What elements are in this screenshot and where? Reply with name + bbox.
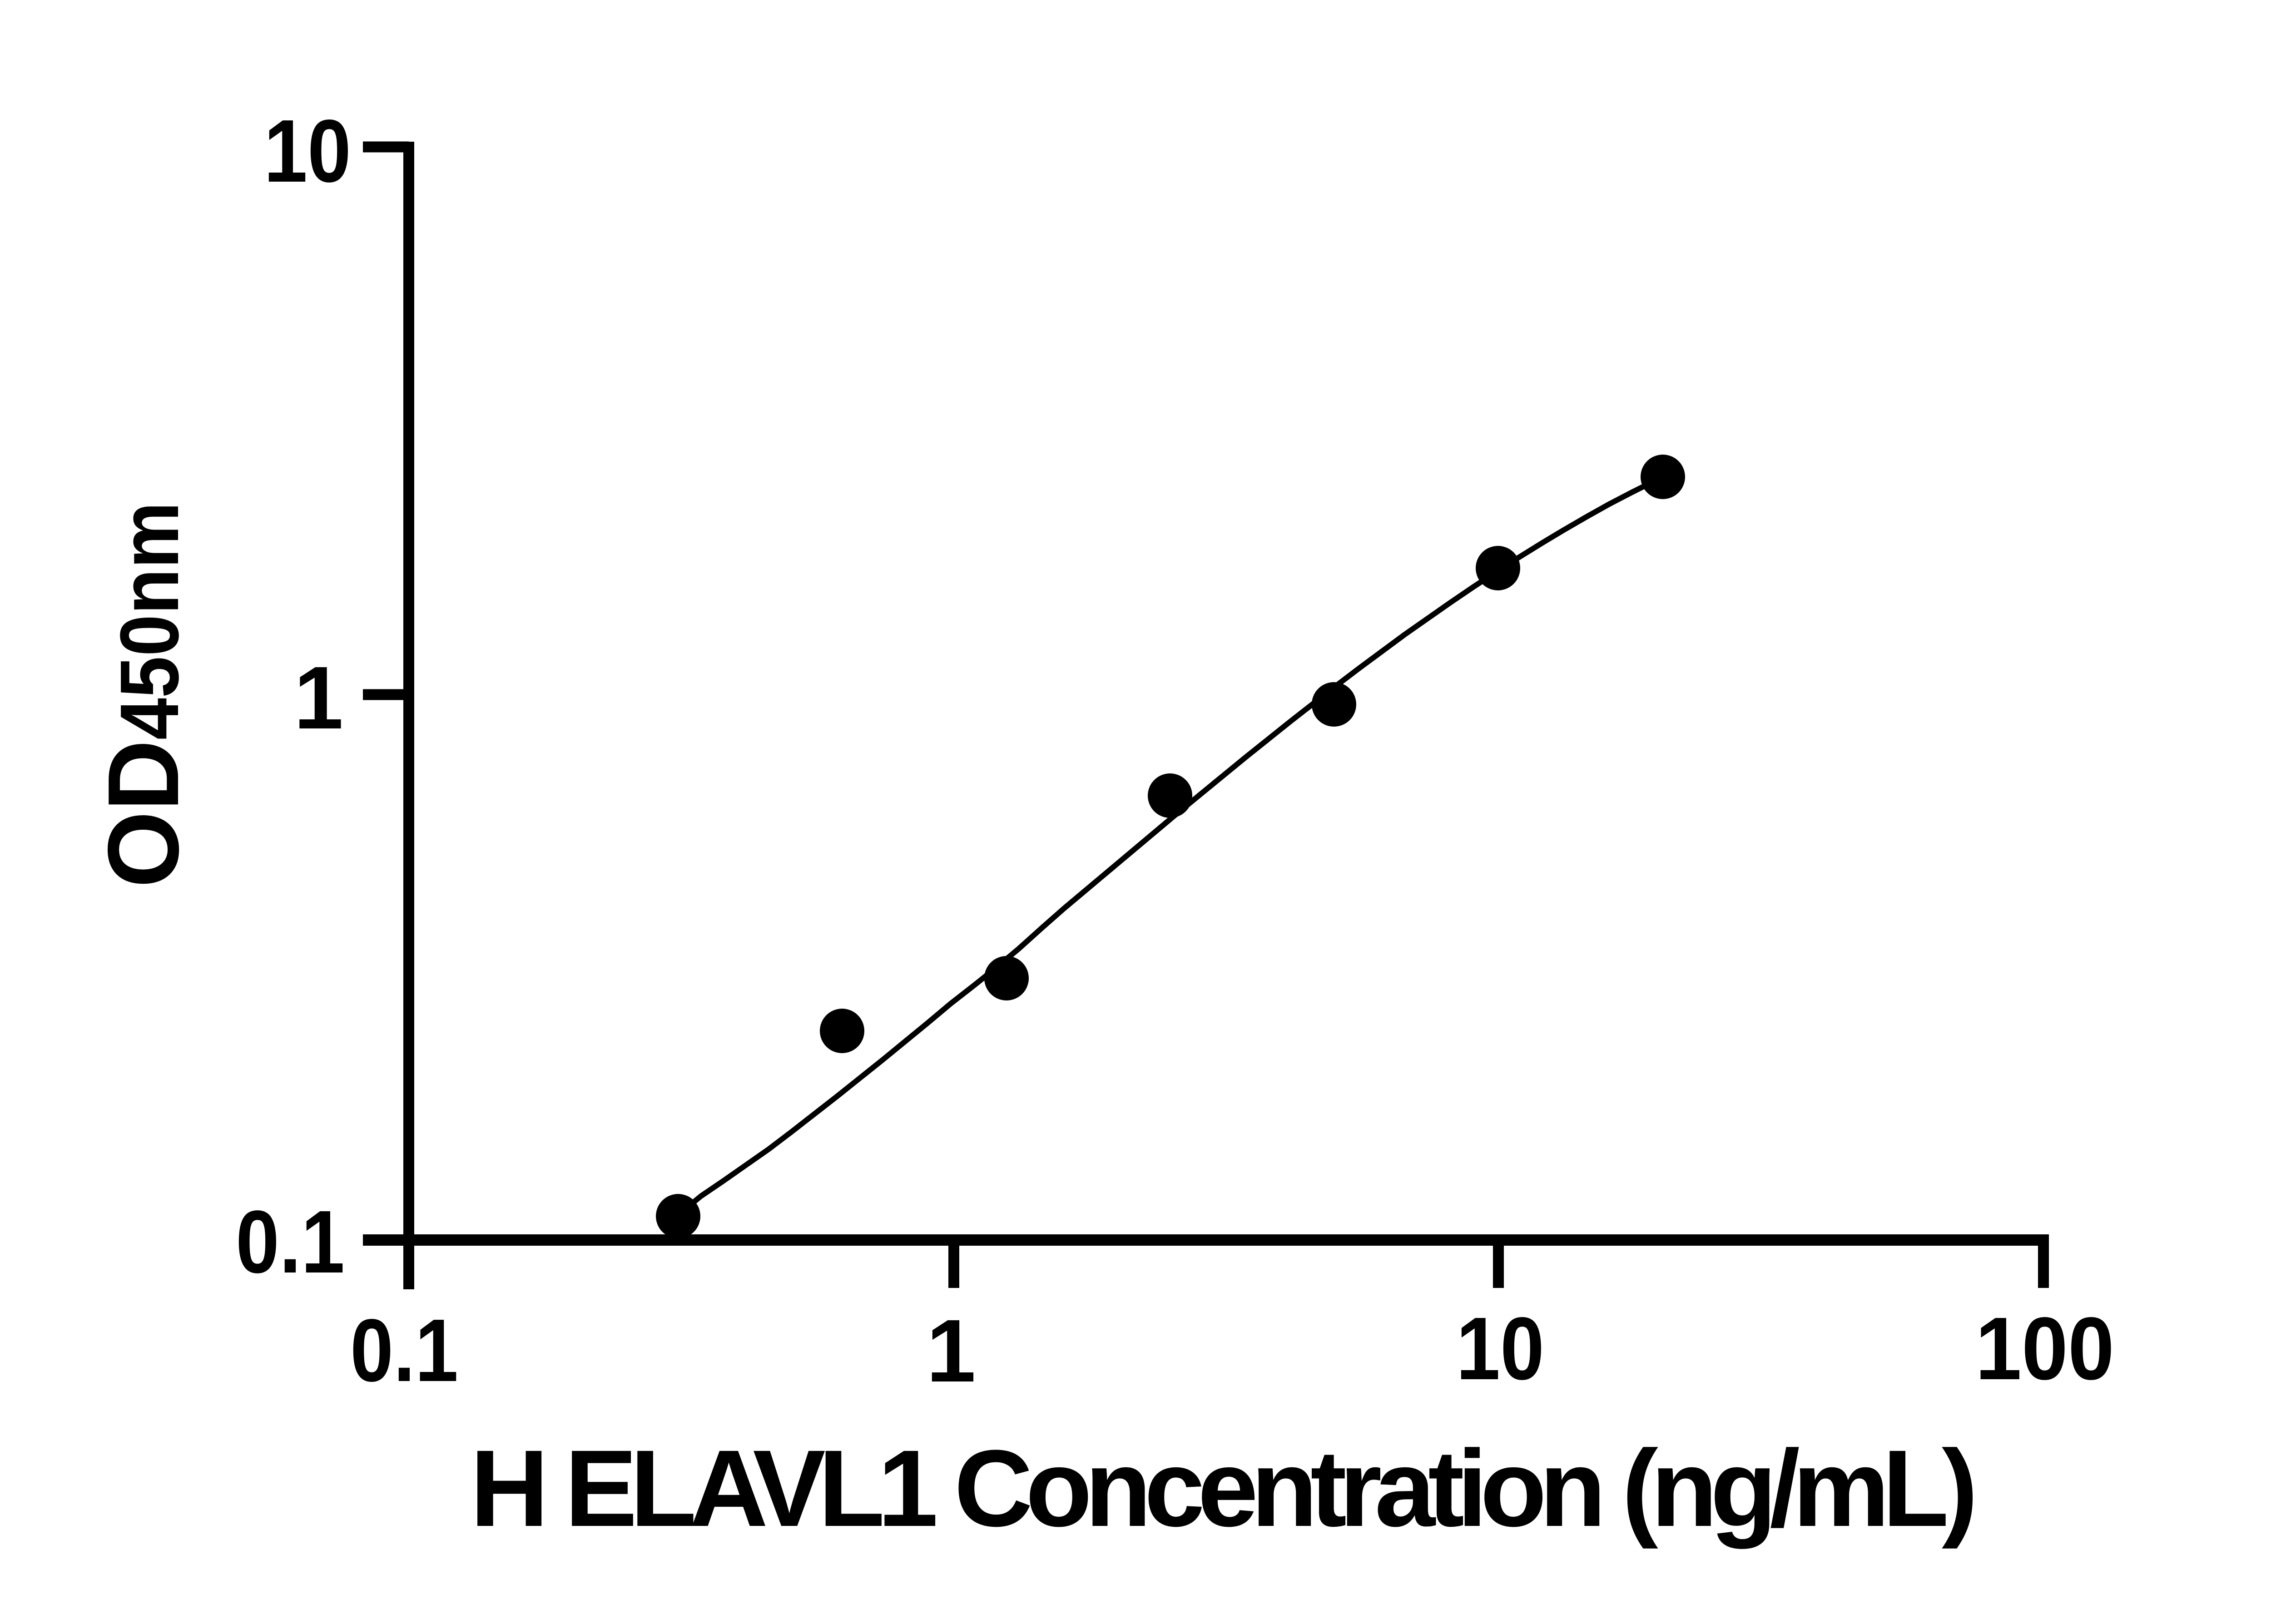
svg-text:OD450nm: OD450nm [87,502,200,888]
svg-text:1: 1 [926,1301,976,1401]
svg-text:10: 10 [264,101,351,201]
svg-text:10: 10 [1456,1299,1544,1398]
svg-text:1: 1 [294,648,343,748]
svg-text:100: 100 [1975,1299,2114,1398]
svg-text:0.1: 0.1 [350,1301,458,1400]
svg-text:H ELAVL1 Concentration (ng/mL): H ELAVL1 Concentration (ng/mL) [470,1427,1978,1549]
svg-text:0.1: 0.1 [236,1192,345,1292]
